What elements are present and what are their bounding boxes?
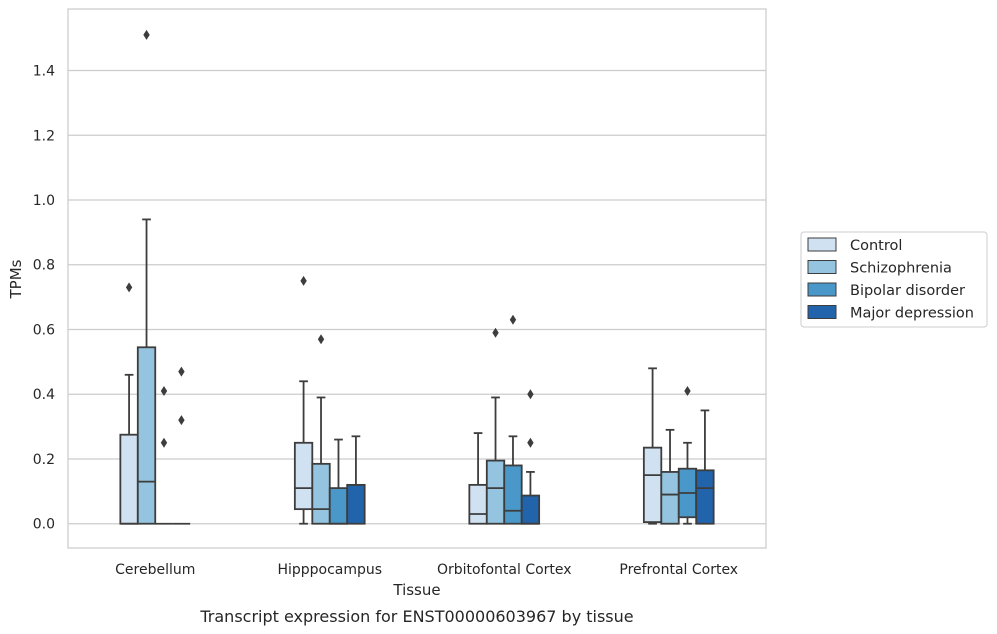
x-tick-labels: Cerebellum Hipppocampus Orbitofontal Corte… [115,562,738,578]
x-tick-label: Hipppocampus [277,562,382,578]
y-tick-labels: 0.0 0.2 0.4 0.6 0.8 1.0 1.2 1.4 [33,64,55,533]
y-tick-label: 1.4 [33,64,55,80]
box-body [642,446,663,524]
box-schizophrenia [136,29,157,525]
outlier-point [160,385,168,396]
box-body [695,469,715,525]
legend-label: Schizophrenia [850,261,952,277]
y-tick-label: 1.2 [33,128,55,144]
legend-label: Major depression [850,306,974,322]
legend-swatch [807,282,837,297]
legend-swatch [807,237,837,252]
box-control [468,432,488,525]
y-tick-label: 0.4 [33,387,55,403]
box-bipolar-disorder [155,385,173,525]
legend-swatch [807,305,837,319]
y-axis-label: TPMs [7,259,25,299]
outlier-point [143,29,150,40]
y-tick-label: 1.0 [33,193,55,209]
outlier-point [300,275,307,286]
chart-caption: Transcript expression for ENST0000060396… [199,607,633,626]
box-body [328,487,349,525]
outlier-point [178,366,185,377]
outlier-point [317,334,325,345]
box-schizophrenia [311,334,331,525]
outlier-point [492,327,499,338]
box-body [311,462,331,525]
y-tick-label: 0.0 [33,517,55,533]
box-body [485,459,506,525]
legend-swatch [807,260,837,274]
outlier-point [125,282,133,293]
box-body [660,471,680,525]
box-schizophrenia [660,428,680,525]
box-control [119,282,139,525]
box-body [136,346,157,525]
box-major-depression [346,435,366,525]
outlier-point [527,437,534,448]
box-body [119,433,139,525]
box-bipolar-disorder [503,314,523,525]
box-major-depression [695,409,715,525]
box-body [503,464,523,525]
legend-label: Bipolar disorder [850,283,965,299]
box-series [119,29,715,525]
x-axis-label: Tissue [392,581,440,599]
y-tick-label: 0.6 [33,322,55,338]
plot-frame [67,8,767,549]
box-body [468,483,488,525]
box-body [520,494,541,525]
outlier-point [509,314,517,325]
legend-frame [800,231,988,328]
box-major-depression [520,389,541,525]
y-tick-label: 0.2 [33,452,55,468]
legend: Control Schizophrenia Bipolar disorder Majo… [800,231,988,328]
x-tick-label: Orbitofontal Cortex [437,562,572,578]
box-body [346,483,366,525]
outlier-point [527,389,534,400]
x-tick-label: Prefrontal Cortex [619,562,738,578]
outlier-point [160,437,168,448]
y-tick-label: 0.8 [33,258,55,274]
outlier-point [178,415,185,426]
box-major-depression [172,366,191,525]
outlier-point [684,385,691,396]
x-tick-label: Cerebellum [115,562,195,578]
box-body [293,441,314,511]
legend-label: Control [850,238,902,254]
